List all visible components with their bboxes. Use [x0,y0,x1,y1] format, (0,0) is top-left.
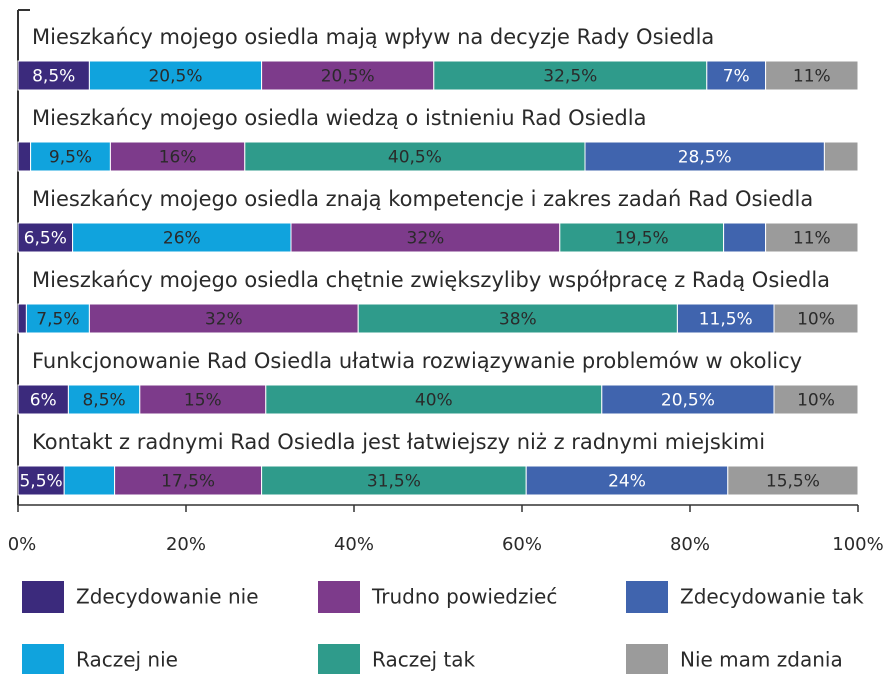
bar-segment [17,384,69,415]
bar-segment [823,141,859,172]
bar-segment [25,303,90,334]
legend-label: Trudno powiedzieć [371,585,557,609]
bar-segment [88,303,359,334]
bar-segment [67,384,141,415]
bar-segment [706,60,767,91]
bar-segment [63,465,116,496]
value-label: 7,5% [36,310,79,330]
bar-segment [139,384,267,415]
value-label: 10% [797,391,835,411]
bar-segment [723,222,767,253]
category-label: Mieszkańcy mojego osiedla chętnie zwięks… [32,268,830,292]
bar-segment [244,141,586,172]
value-label: 19,5% [615,229,669,249]
bar-segment [17,141,32,172]
x-tick-label: 0% [8,534,37,555]
x-tick-label: 40% [334,534,374,555]
x-tick-label: 60% [502,534,542,555]
legend-swatch [626,644,668,674]
value-label: 24% [608,472,646,492]
legend-swatch [318,644,360,674]
legend-label: Zdecydowanie nie [76,585,259,609]
value-label: 20,5% [148,67,202,87]
bar-segment [601,384,775,415]
category-label: Mieszkańcy mojego osiedla znają kompeten… [32,187,813,211]
value-label: 11,5% [699,310,753,330]
bar-segment [727,465,859,496]
value-label: 6,5% [24,229,67,249]
value-label: 15,5% [766,472,820,492]
bar-segment [17,303,27,334]
value-label: 9,5% [49,148,92,168]
bar-segment [72,222,292,253]
legend-label: Zdecydowanie tak [680,585,864,609]
value-label: 11% [793,67,831,87]
category-label: Kontakt z radnymi Rad Osiedla jest łatwi… [32,430,765,454]
legend-swatch [22,581,64,613]
bar-segment [357,303,678,334]
bar-segment [433,60,708,91]
bar-segment [584,141,825,172]
bar-segment [261,60,435,91]
value-label: 38% [499,310,537,330]
category-label: Funkcjonowanie Rad Osiedla ułatwia rozwi… [32,349,802,373]
value-label: 26% [163,229,201,249]
legend-swatch [318,581,360,613]
bar-segment [17,60,90,91]
legend-label: Raczej nie [76,648,178,672]
bar-segment [676,303,775,334]
value-label: 11% [793,229,831,249]
bar-segment [559,222,725,253]
category-label: Mieszkańcy mojego osiedla mają wpływ na … [32,25,714,49]
bar-segment [261,465,527,496]
value-label: 20,5% [661,391,715,411]
value-label: 8,5% [82,391,125,411]
x-tick-label: 100% [832,534,883,555]
bar-segment [17,222,74,253]
value-label: 5,5% [19,472,62,492]
legend-label: Nie mam zdania [680,648,843,672]
value-label: 6% [30,391,57,411]
value-label: 20,5% [321,67,375,87]
bar-segment [109,141,246,172]
legend-label: Raczej tak [372,648,476,672]
value-label: 17,5% [161,472,215,492]
value-label: 40% [415,391,453,411]
value-label: 7% [723,67,750,87]
bar-segment [88,60,263,91]
value-label: 15% [184,391,222,411]
bar-segment [765,222,859,253]
category-label: Mieszkańcy mojego osiedla wiedzą o istni… [32,106,646,130]
x-tick-label: 80% [670,534,710,555]
value-label: 28,5% [678,148,732,168]
value-label: 10% [797,310,835,330]
value-label: 32,5% [543,67,597,87]
value-label: 31,5% [367,472,421,492]
value-label: 16% [159,148,197,168]
bar-segment [773,303,859,334]
value-label: 32% [407,229,445,249]
legend-swatch [626,581,668,613]
legend-swatch [22,644,64,674]
value-label: 8,5% [32,67,75,87]
bar-segment [265,384,603,415]
value-label: 32% [205,310,243,330]
bar-segment [290,222,561,253]
value-label: 40,5% [388,148,442,168]
x-tick-label: 20% [166,534,206,555]
bar-segment [773,384,859,415]
bar-segment [765,60,859,91]
bar-segment [525,465,729,496]
